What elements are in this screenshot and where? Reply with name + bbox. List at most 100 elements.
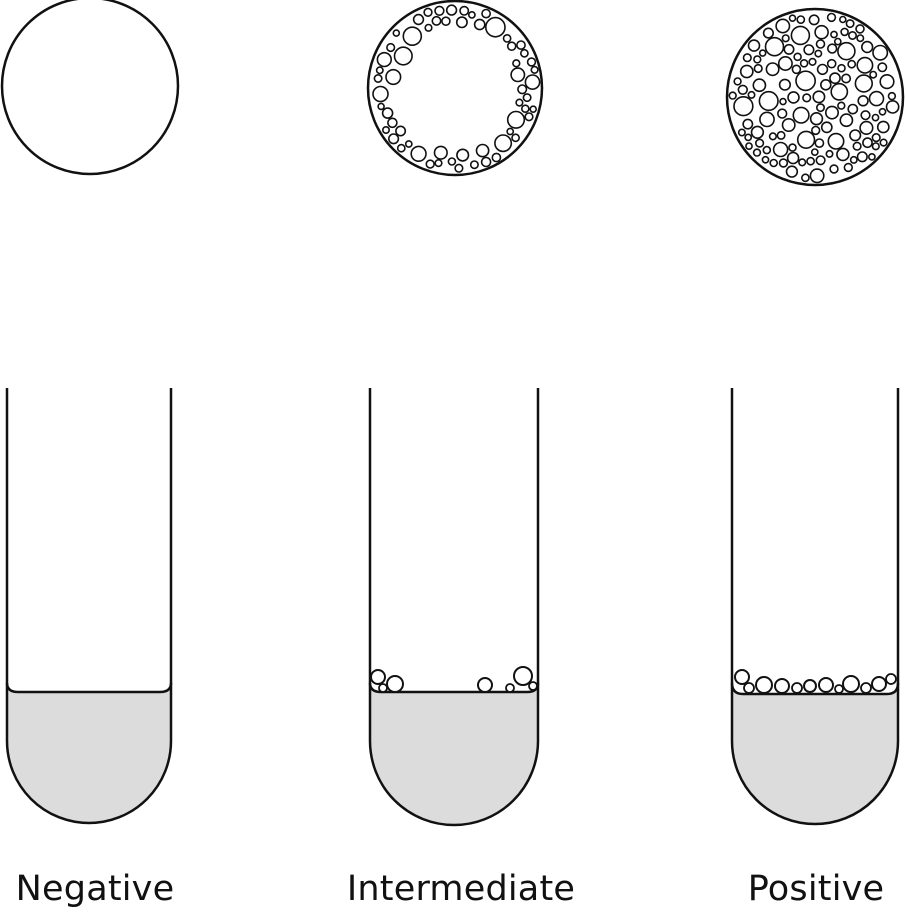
tube-liquid <box>732 683 898 824</box>
liquid-meniscus <box>5 682 173 694</box>
bubble <box>768 132 778 141</box>
bubble <box>392 29 401 37</box>
bubble <box>810 148 819 156</box>
bubble <box>733 95 754 117</box>
bubble <box>860 40 874 54</box>
bubble <box>425 159 435 169</box>
bubble <box>779 97 787 106</box>
bubble <box>737 84 748 96</box>
surface-bubbles <box>370 666 538 693</box>
bubble <box>798 158 807 167</box>
bubble <box>459 5 470 16</box>
bubble <box>516 40 526 50</box>
label-intermediate: Intermediate <box>346 869 576 909</box>
bubble <box>852 141 862 151</box>
bubble <box>373 74 383 84</box>
bubble <box>778 78 792 91</box>
bubble <box>781 34 790 43</box>
bubble <box>815 39 826 49</box>
bubble <box>753 55 762 64</box>
bubble <box>776 108 788 119</box>
bubble <box>376 51 392 68</box>
bubble <box>799 58 809 68</box>
bubble <box>841 73 852 84</box>
bubble <box>783 43 795 55</box>
bubble <box>445 4 458 16</box>
bubble <box>856 34 865 43</box>
bubble <box>434 159 443 168</box>
bubble <box>506 110 526 129</box>
bubble <box>847 103 859 115</box>
bubble <box>473 18 486 31</box>
bubble <box>762 145 772 155</box>
tube-liquid <box>370 683 538 825</box>
bubble <box>502 34 512 43</box>
bubble <box>520 104 530 113</box>
bubble <box>424 23 433 32</box>
bubble <box>802 93 812 103</box>
bubble <box>879 73 895 90</box>
bubble <box>475 143 490 158</box>
bubble <box>792 106 810 124</box>
bubble <box>758 90 779 112</box>
bubble <box>796 15 806 24</box>
bubble <box>862 137 873 149</box>
bubble <box>796 130 816 150</box>
tube-outline <box>730 388 900 826</box>
bubble <box>795 70 817 92</box>
bubble <box>517 84 528 95</box>
bubble <box>747 39 761 52</box>
bubble <box>856 56 874 74</box>
bubble <box>840 27 849 37</box>
bubble <box>791 64 802 75</box>
bubble <box>868 152 876 161</box>
bubble <box>393 46 413 66</box>
bubble <box>806 156 815 166</box>
bubble <box>469 160 479 170</box>
bubble <box>837 101 846 110</box>
bubble <box>809 111 824 126</box>
bubble <box>396 143 406 153</box>
bubble <box>812 90 826 104</box>
bubble <box>837 63 846 73</box>
bubble <box>776 130 786 140</box>
top-view-negative <box>0 0 180 176</box>
bubble <box>524 74 541 90</box>
bubble <box>754 138 765 148</box>
bubble <box>787 91 800 104</box>
bubble <box>728 91 737 100</box>
bubble <box>843 162 853 173</box>
bubble <box>868 90 885 107</box>
bubble <box>447 157 457 166</box>
bubble <box>526 57 537 67</box>
bubble <box>739 64 754 79</box>
bubble <box>381 107 394 119</box>
bubble <box>826 12 837 23</box>
bubble <box>530 65 539 74</box>
bubble <box>387 117 398 129</box>
bubble <box>859 120 874 135</box>
bubble <box>808 14 820 26</box>
bubble <box>423 7 433 17</box>
bubble <box>788 14 797 23</box>
tube-outline <box>5 388 173 825</box>
bubble <box>412 13 425 26</box>
bubble <box>761 155 770 164</box>
bubble <box>388 133 400 145</box>
bubble <box>877 62 888 73</box>
bubble <box>385 68 402 86</box>
bubble <box>764 36 785 57</box>
tube-intermediate <box>368 388 540 827</box>
bubble <box>744 133 753 142</box>
bubble <box>433 145 448 160</box>
bubble <box>849 155 858 164</box>
bubble <box>506 127 515 136</box>
bubble <box>752 148 762 157</box>
bubble <box>745 142 753 150</box>
bubble <box>786 151 800 165</box>
bubble <box>511 133 520 143</box>
bubble <box>454 163 464 173</box>
bubble <box>769 158 779 168</box>
bubble <box>520 48 529 58</box>
